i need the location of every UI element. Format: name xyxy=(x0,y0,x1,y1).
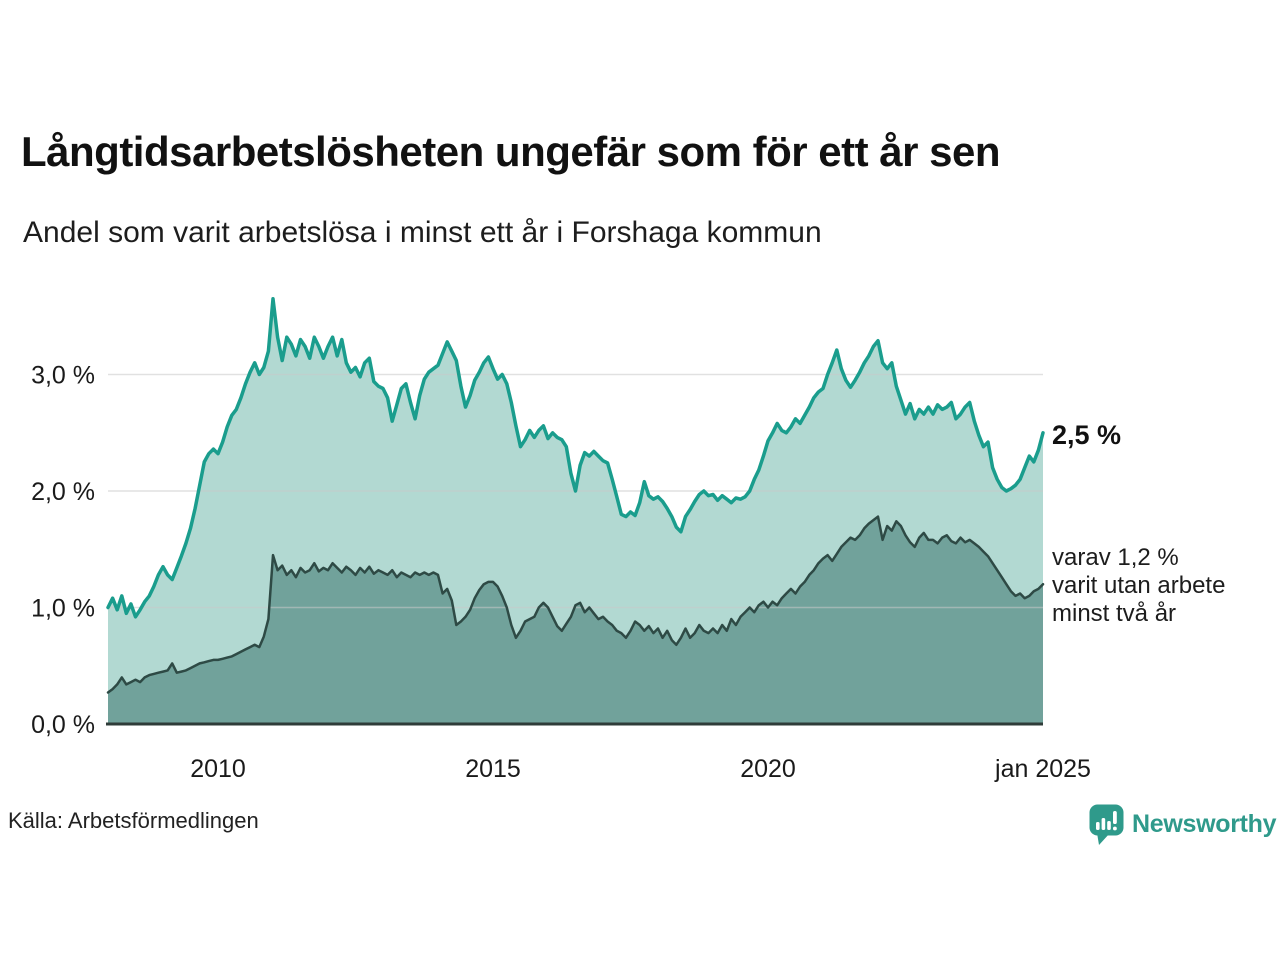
x-tick-label: 2020 xyxy=(740,755,796,783)
page-subtitle: Andel som varit arbetslösa i minst ett å… xyxy=(23,216,822,249)
bar-chart-bubble-icon xyxy=(1089,804,1124,845)
series-area-2 xyxy=(108,516,1043,724)
latest-value-annotation: 2,5 % xyxy=(1052,420,1122,450)
newsworthy-brand: Newsworthy xyxy=(1088,801,1278,847)
secondary-annotation-line-1: varav 1,2 % xyxy=(1052,544,1179,571)
y-tick-label: 0,0 % xyxy=(31,711,95,739)
series-line-1 xyxy=(106,297,1045,619)
y-tick-label: 1,0 % xyxy=(31,595,95,623)
secondary-value-annotation: varav 1,2 % varit utan arbete minst två … xyxy=(1052,544,1225,628)
x-tick-label: jan 2025 xyxy=(994,755,1091,783)
newsworthy-wordmark: Newsworthy xyxy=(1132,809,1277,838)
y-tick-label: 3,0 % xyxy=(31,362,95,390)
secondary-annotation-line-2: varit utan arbete xyxy=(1052,572,1226,599)
secondary-annotation-line-3: minst två år xyxy=(1052,600,1177,627)
source-caption: Källa: Arbetsförmedlingen xyxy=(8,808,259,833)
unemployment-area-chart: 0,0 % 1,0 % 2,0 % 3,0 % 2010 2015 2020 jan 2025 xyxy=(0,270,1280,790)
chart-plot-svg: 0,0 % 1,0 % 2,0 % 3,0 % 2010 2015 2020 jan 2025 xyxy=(31,297,1091,783)
series-line-2 xyxy=(106,515,1045,694)
x-tick-label: 2015 xyxy=(465,755,521,783)
page-title: Långtidsarbetslösheten ungefär som för e… xyxy=(21,128,1001,175)
x-tick-label: 2010 xyxy=(190,755,246,783)
y-tick-label: 2,0 % xyxy=(31,478,95,506)
